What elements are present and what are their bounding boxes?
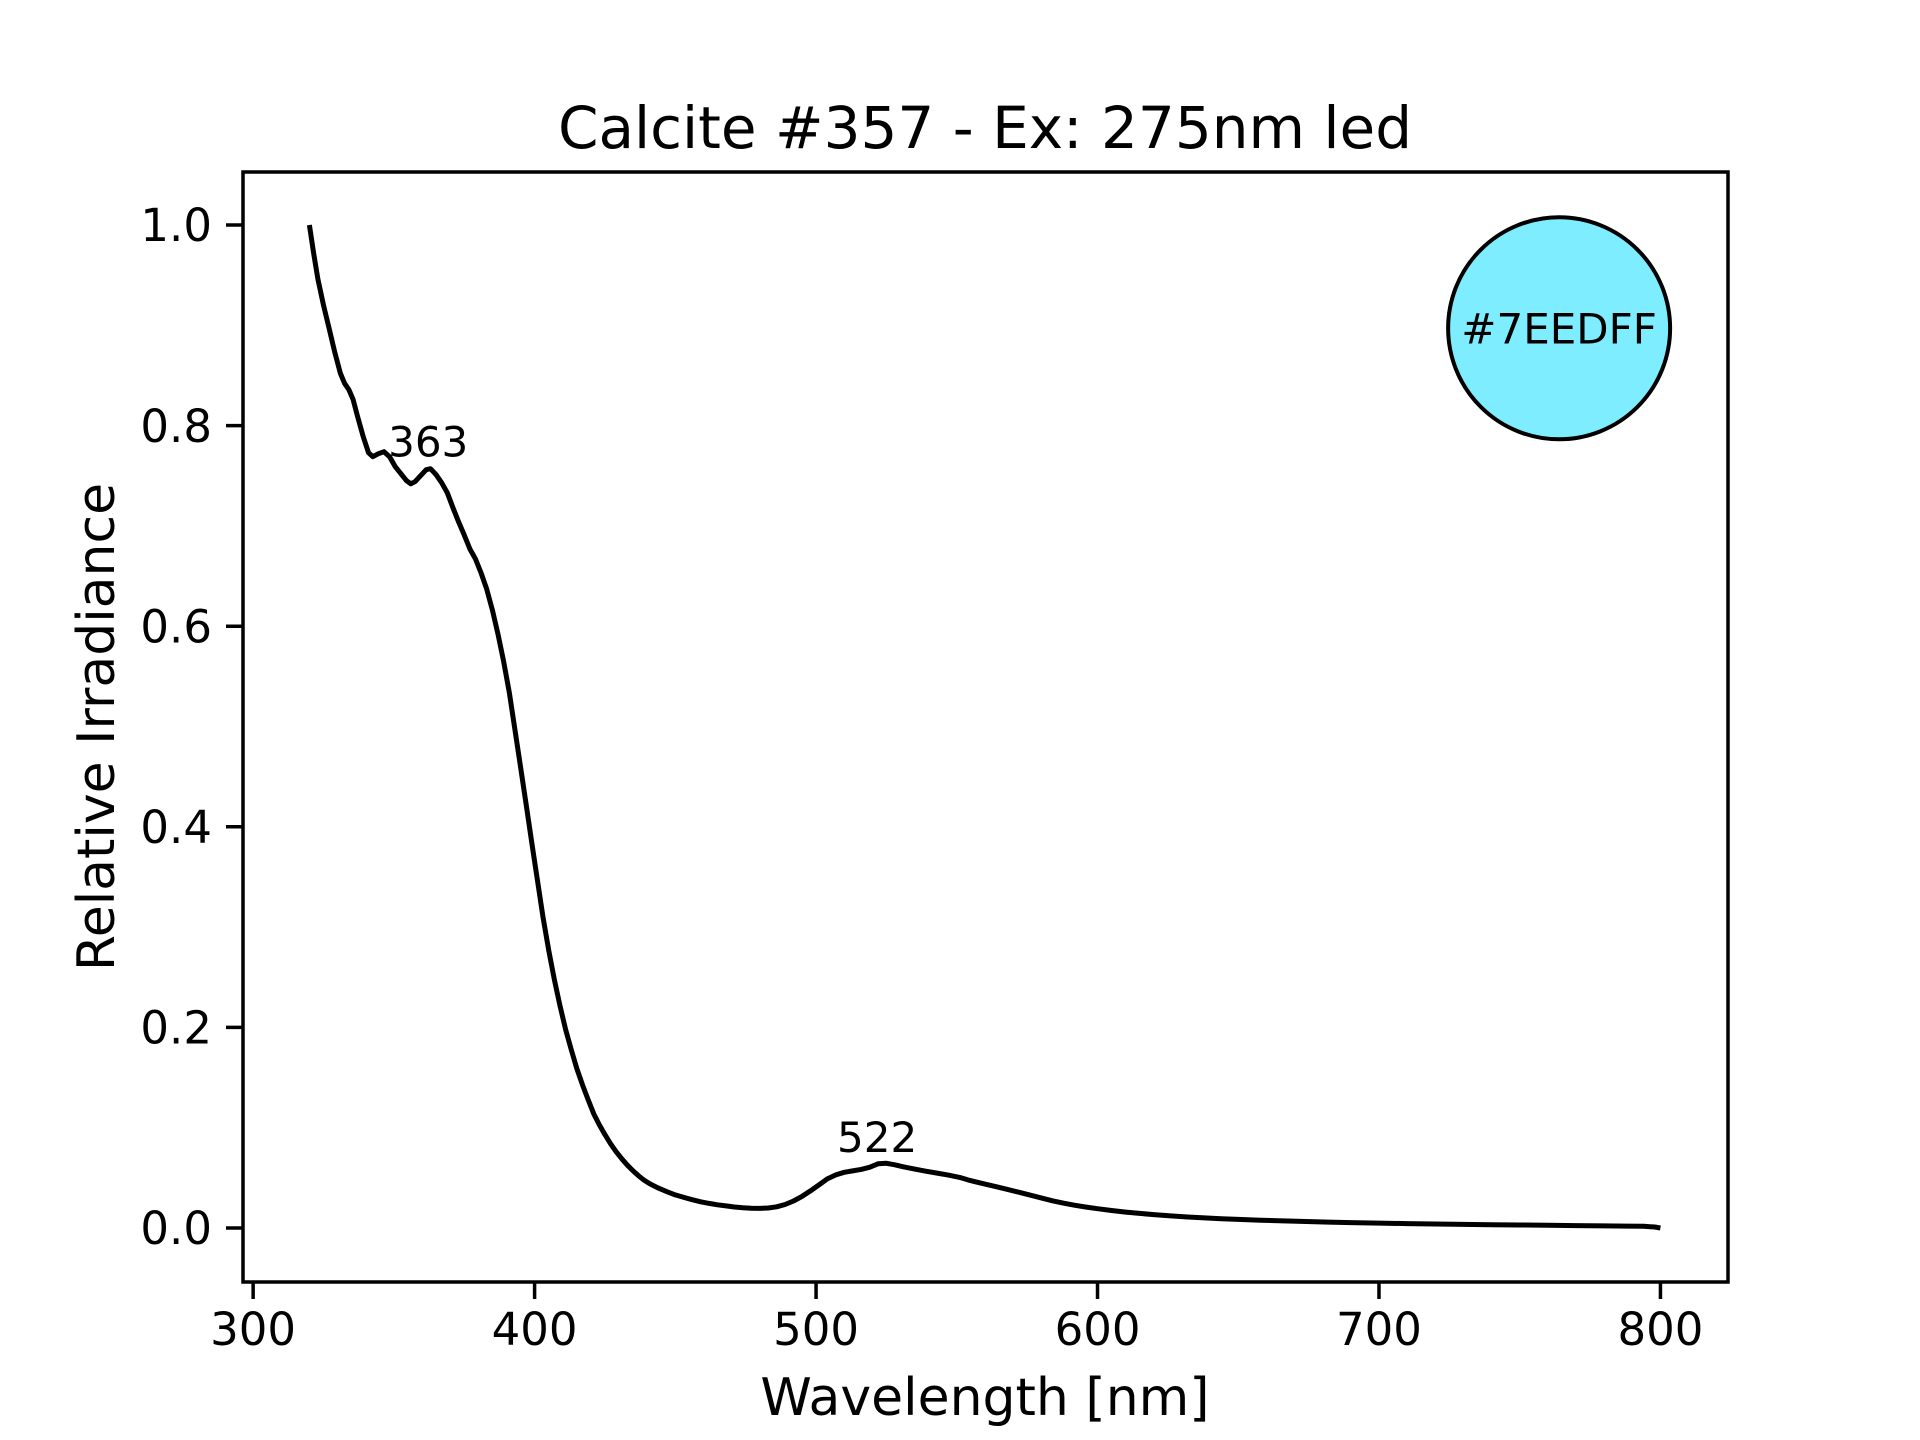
y-axis-label: Relative Irradiance (67, 483, 127, 971)
y-axis-ticks: 0.0 0.2 0.4 0.6 0.8 1.0 (140, 199, 243, 1255)
plot-area-border (241, 170, 1730, 1284)
plot-lines (306, 224, 1661, 1231)
x-axis-label: Wavelength [nm] (760, 1368, 1209, 1428)
y-tick-label: 1.0 (140, 199, 212, 252)
peak-annotations: 363 522 (388, 418, 917, 1162)
spectrum-curve (306, 224, 1661, 1231)
y-tick-label: 0.2 (140, 1002, 212, 1055)
color-swatch-label: #7EEDFF (1461, 304, 1657, 353)
y-tick-label: 0.0 (140, 1202, 212, 1255)
x-tick-label: 700 (1336, 1303, 1422, 1356)
x-tick-label: 400 (492, 1303, 578, 1356)
x-tick-label: 300 (210, 1303, 296, 1356)
x-axis-ticks: 300 400 500 600 700 800 (210, 1282, 1703, 1356)
x-tick-label: 600 (1055, 1303, 1141, 1356)
y-tick-label: 0.8 (140, 400, 212, 453)
y-tick-label: 0.6 (140, 600, 212, 653)
color-swatch: #7EEDFF (1446, 215, 1673, 442)
x-tick-label: 800 (1617, 1303, 1703, 1356)
x-tick-label: 500 (773, 1303, 859, 1356)
peak-annotation: 522 (837, 1113, 917, 1162)
peak-annotation: 363 (388, 418, 468, 467)
y-tick-label: 0.4 (140, 801, 212, 854)
color-swatch-circle (1446, 215, 1673, 442)
chart-title: Calcite #357 - Ex: 275nm led (558, 94, 1412, 162)
